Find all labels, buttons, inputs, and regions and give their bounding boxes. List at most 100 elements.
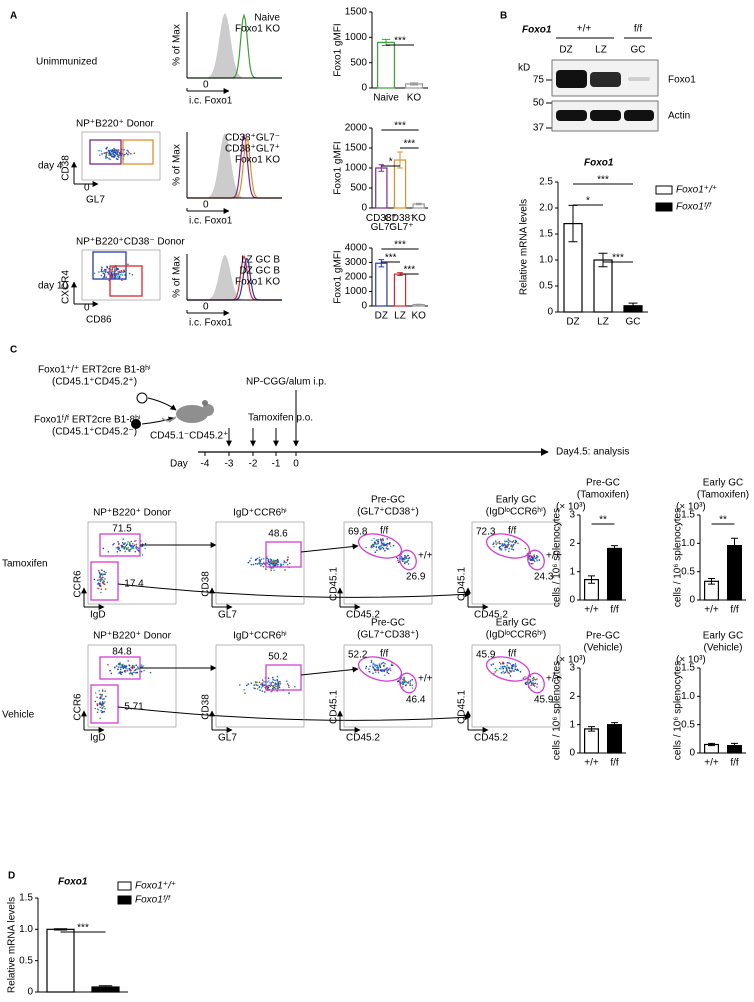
column-title: Early GC — [496, 495, 537, 506]
flow-dot — [267, 680, 270, 682]
flow-dot — [111, 276, 113, 279]
band — [624, 110, 654, 121]
flow-dot — [402, 681, 404, 684]
flow-dot — [275, 562, 278, 565]
flow-dot — [503, 672, 506, 674]
flow-arrow — [117, 583, 471, 598]
legend-text: LZ GC B — [241, 255, 280, 266]
axis-label: i.c. Foxo1 — [189, 216, 233, 227]
flow-dot — [372, 665, 374, 668]
flow-dot — [276, 683, 278, 685]
x-tick-label: f/f — [610, 758, 619, 769]
x-tick-label: DZ — [566, 317, 579, 328]
flow-dot — [524, 682, 527, 685]
flow-dot — [105, 157, 107, 159]
flow-dot — [255, 682, 257, 684]
flow-dot — [400, 555, 403, 558]
column-title: NP⁺B220⁺ Donor — [93, 508, 171, 519]
flow-dot — [400, 558, 402, 560]
flow-dot — [136, 548, 139, 551]
flow-dot — [288, 692, 290, 694]
y-tick-label: 1000 — [345, 163, 368, 174]
flow-dot — [528, 556, 530, 558]
flow-dot — [96, 696, 98, 699]
x-tick-label: GC — [626, 317, 641, 328]
band-label: Actin — [668, 111, 690, 122]
axis-label: CD38 — [201, 694, 212, 720]
axis-line — [300, 543, 359, 553]
flow-dot — [116, 276, 119, 278]
flow-dot — [141, 545, 144, 547]
flow-dot — [129, 670, 132, 672]
flow-dot — [387, 672, 390, 675]
flow-dot — [128, 664, 131, 667]
flow-dot — [93, 272, 96, 275]
flow-frame — [215, 521, 305, 605]
flow-dot — [506, 664, 508, 667]
flow-dot — [100, 591, 102, 594]
y-tick-label: 1.5 — [681, 510, 695, 521]
flow-dot — [280, 564, 283, 566]
legend-text: Foxo1⁺/⁺ — [676, 185, 717, 196]
flow-dot — [119, 666, 122, 668]
flow-dot — [124, 153, 126, 156]
significance: *** — [394, 36, 406, 47]
flow-dot — [407, 559, 409, 562]
chart-subtitle: (Tamoxifen) — [577, 490, 629, 501]
flow-dot — [103, 273, 106, 275]
flow-dot — [512, 543, 515, 546]
flow-dot — [128, 668, 131, 671]
axis-label: CD45.1 — [457, 690, 468, 724]
flow-dot — [131, 274, 134, 276]
flow-dot — [268, 684, 271, 687]
flow-dot — [111, 149, 114, 151]
flow-dot — [503, 544, 505, 547]
y-axis-label: cells / 10⁶ splenocytes — [673, 661, 684, 760]
flow-dot — [396, 557, 399, 560]
flow-dot — [128, 152, 130, 154]
flow-dot — [534, 682, 536, 685]
flow-dot — [97, 587, 99, 590]
flow-dot — [247, 683, 250, 685]
flow-dot — [110, 672, 113, 675]
flow-dot — [258, 681, 261, 684]
flow-dot — [144, 547, 146, 550]
flow-dot — [110, 270, 113, 272]
flow-dot — [502, 667, 505, 670]
flow-dot — [117, 150, 119, 152]
flow-dot — [117, 268, 119, 271]
flow-dot — [533, 678, 535, 680]
y-tick-label: 1.0 — [539, 255, 553, 266]
panel-letter: B — [500, 11, 507, 22]
flow-dot — [268, 563, 271, 566]
flow-dot — [401, 558, 403, 560]
flow-dot — [272, 687, 275, 689]
significance: *** — [385, 253, 397, 264]
flow-dot — [115, 272, 118, 275]
flow-dot — [116, 268, 118, 271]
flow-dot — [96, 704, 99, 707]
flow-dot — [386, 545, 389, 547]
flow-dot — [389, 542, 391, 544]
flow-dot — [494, 540, 497, 542]
lane-label: LZ — [595, 45, 607, 56]
flow-dot — [94, 707, 96, 710]
flow-dot — [374, 671, 377, 673]
flow-dot — [250, 563, 253, 566]
legend-text: Foxo1ᶠ/ᶠ — [135, 895, 171, 906]
flow-dot — [524, 547, 527, 550]
flow-dot — [247, 561, 250, 564]
flow-dot — [125, 152, 128, 154]
flow-dot — [268, 561, 271, 563]
tick-label: 0 — [203, 80, 209, 91]
flow-dot — [102, 704, 104, 706]
flow-dot — [113, 153, 115, 156]
flow-dot — [511, 541, 514, 543]
flow-dot — [99, 697, 101, 699]
flow-dot — [288, 686, 290, 689]
flow-dot — [274, 684, 276, 686]
flow-dot — [504, 549, 507, 551]
flow-dot — [536, 558, 538, 560]
flow-dot — [97, 579, 99, 582]
